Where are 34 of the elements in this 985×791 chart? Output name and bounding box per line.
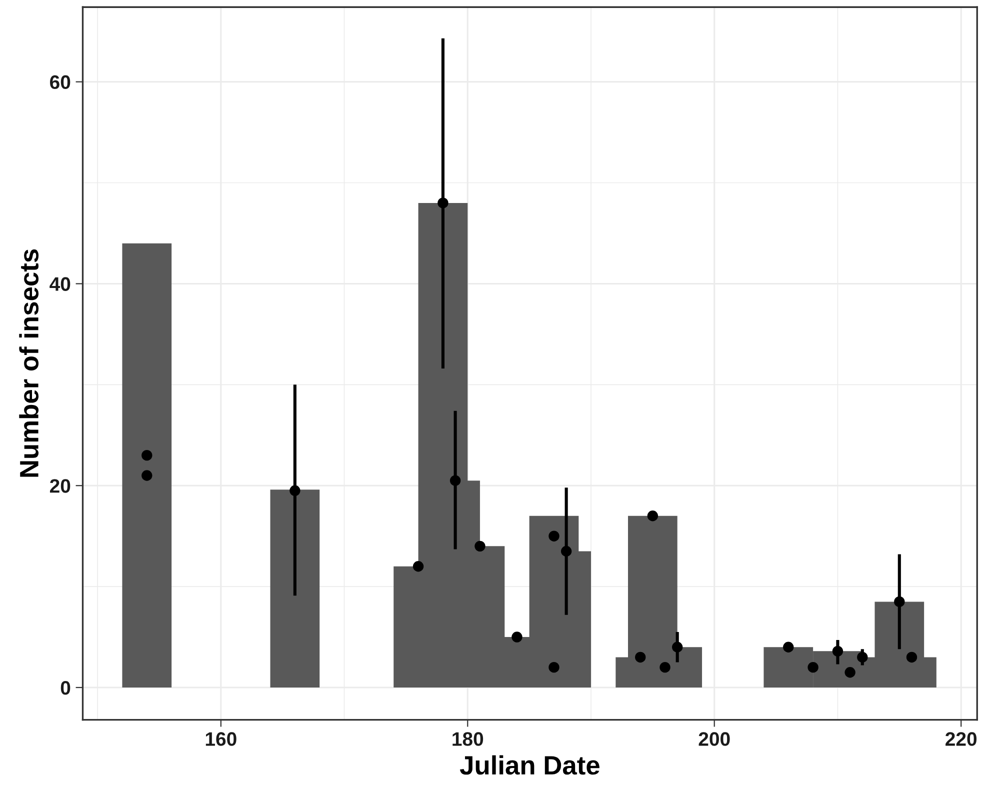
point <box>548 662 560 673</box>
point <box>634 652 646 663</box>
point <box>438 198 448 208</box>
x-tick-label: 220 <box>946 732 977 746</box>
point <box>844 667 856 678</box>
y-tick-label: 20 <box>50 479 70 493</box>
bar <box>122 243 172 688</box>
point <box>832 646 844 657</box>
point <box>512 632 522 642</box>
x-tick-label: 180 <box>452 732 484 746</box>
y-tick-label: 40 <box>50 277 70 291</box>
point <box>412 561 424 572</box>
point <box>857 652 868 663</box>
bar <box>270 490 320 688</box>
point <box>474 540 486 552</box>
x-tick-label: 160 <box>206 732 236 746</box>
point <box>906 652 918 663</box>
y-tick-label: 60 <box>50 75 70 90</box>
point <box>560 546 572 557</box>
point <box>548 530 560 542</box>
point <box>660 662 670 673</box>
point <box>647 510 658 522</box>
y-axis-title: Number of insects <box>19 249 39 477</box>
point <box>142 450 152 461</box>
y-tick-label: 0 <box>60 680 70 695</box>
point <box>142 470 152 481</box>
point <box>672 642 683 652</box>
point <box>450 475 461 486</box>
point <box>783 642 794 652</box>
point <box>894 596 905 608</box>
x-axis-title: Julian Date <box>460 755 600 775</box>
point <box>290 485 300 496</box>
point <box>808 662 818 673</box>
x-tick-label: 200 <box>698 732 730 746</box>
